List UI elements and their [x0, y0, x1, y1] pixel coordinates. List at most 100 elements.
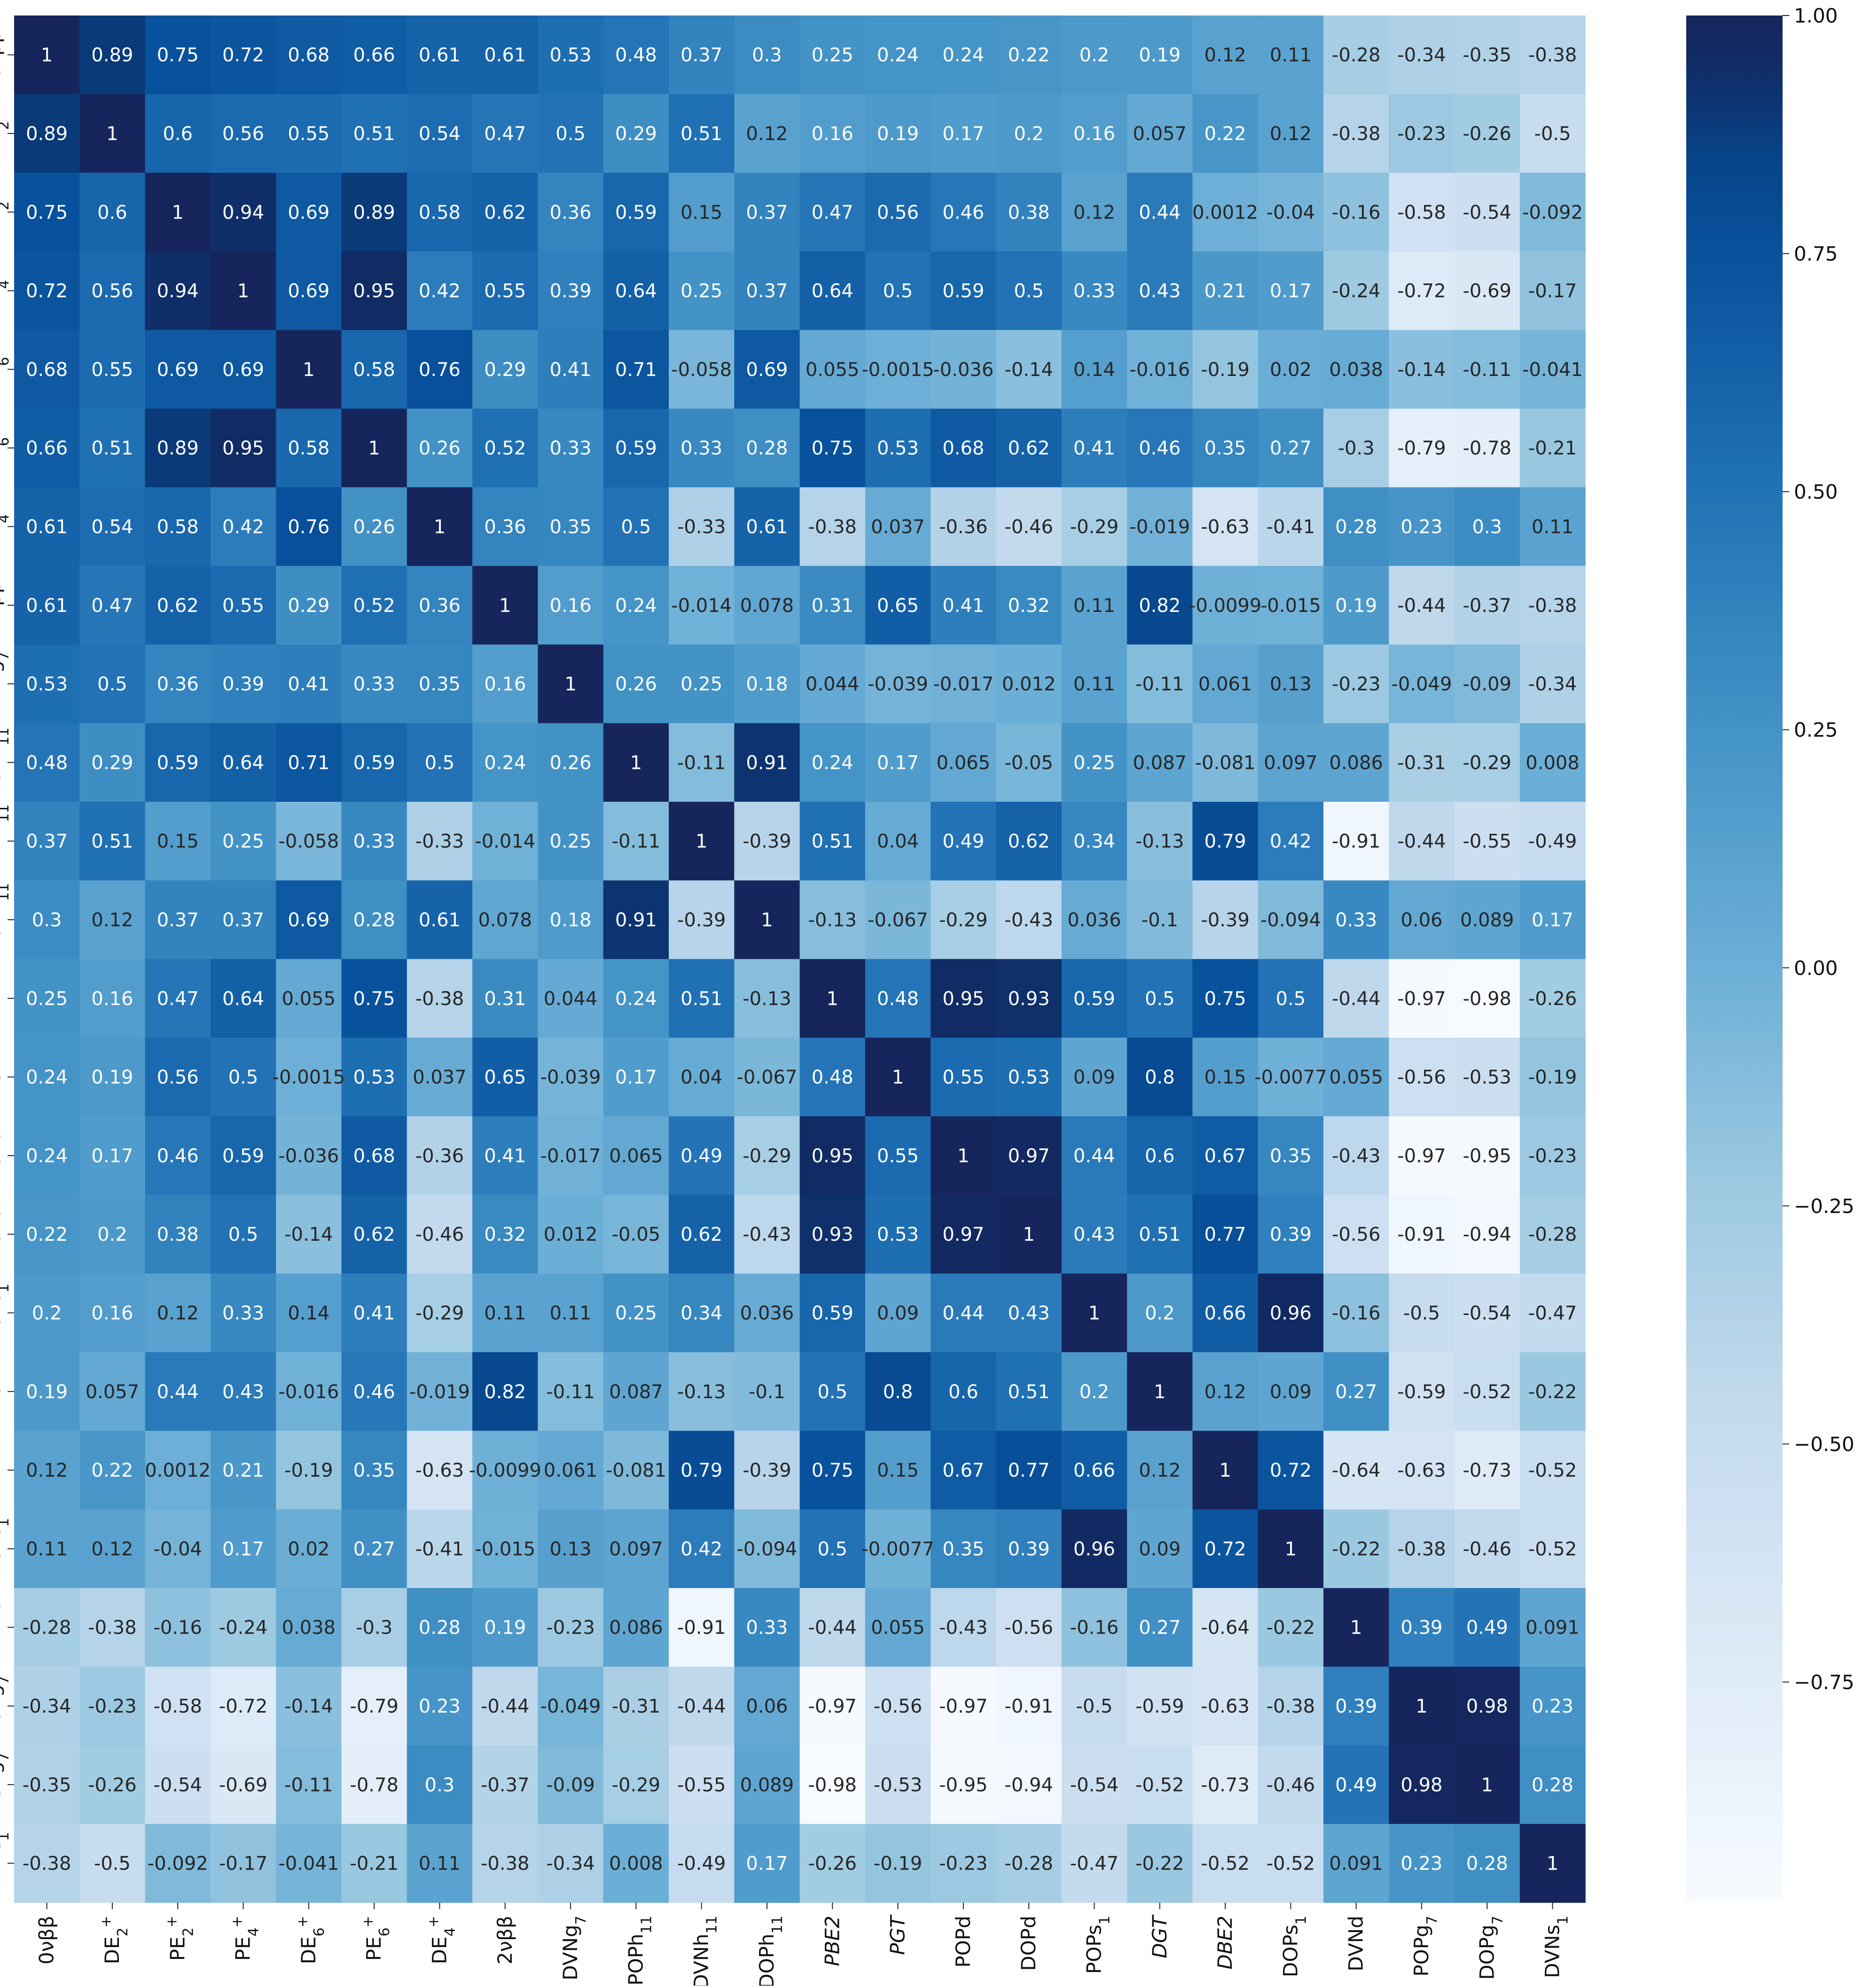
- heatmap-cell: [734, 723, 800, 802]
- heatmap-cell: [931, 16, 997, 94]
- heatmap-cell: [14, 94, 80, 173]
- y-tick-label: POPh11: [0, 728, 12, 798]
- heatmap-cell: [799, 1588, 866, 1667]
- heatmap-cell: [865, 644, 931, 724]
- cell-value-label: 0.15: [1205, 1067, 1246, 1088]
- cell-value-label: 0.037: [871, 516, 925, 538]
- heatmap-cell: [472, 172, 538, 252]
- heatmap-cell: [145, 1195, 211, 1274]
- heatmap-cell: [1258, 1037, 1324, 1117]
- heatmap-cell: [538, 644, 604, 724]
- heatmap-cell: [1454, 16, 1520, 94]
- cell-value-label: -0.016: [278, 1381, 339, 1403]
- heatmap-cell: [472, 330, 538, 409]
- heatmap-cell: [407, 1431, 473, 1510]
- heatmap-cell: [1127, 1667, 1193, 1746]
- heatmap-cell: [538, 802, 604, 881]
- cell-value-label: 0.39: [1400, 1617, 1442, 1639]
- heatmap-cell: [1258, 1116, 1324, 1196]
- heatmap-cell: [1192, 959, 1259, 1038]
- cell-value-label: 0.38: [157, 1224, 199, 1245]
- colorbar-tick-label: 0.75: [1794, 243, 1838, 266]
- heatmap-cell: [734, 566, 800, 645]
- heatmap-cell: [341, 644, 407, 724]
- cell-value-label: 0.39: [550, 281, 592, 302]
- cell-value-label: 0.51: [91, 438, 133, 459]
- y-tick-label: DOPg7: [0, 1753, 12, 1816]
- cell-value-label: 0.17: [615, 1067, 657, 1088]
- heatmap-cell: [1127, 644, 1193, 724]
- heatmap-cell: [1519, 408, 1586, 488]
- colorbar-tick-label: −0.25: [1794, 1195, 1854, 1218]
- heatmap-cell: [407, 1195, 473, 1274]
- cell-value-label: -0.44: [808, 1617, 857, 1639]
- cell-value-label: -0.16: [154, 1617, 203, 1639]
- heatmap-cell: [210, 1509, 276, 1589]
- heatmap-cell: [1061, 94, 1127, 173]
- y-tick-label: DE2+: [0, 109, 12, 157]
- cell-value-label: -0.23: [1397, 123, 1446, 145]
- heatmap-cell: [341, 1509, 407, 1589]
- cell-value-label: -0.38: [23, 1853, 71, 1875]
- heatmap-cell: [79, 1824, 146, 1903]
- heatmap-cell: [865, 802, 931, 881]
- heatmap-cell: [1519, 1195, 1586, 1274]
- heatmap-cell: [1127, 251, 1193, 330]
- heatmap-cell: [1323, 1037, 1389, 1117]
- heatmap-cell: [669, 94, 735, 173]
- heatmap-cell: [538, 487, 604, 566]
- cell-value-label: 1: [1416, 1696, 1427, 1717]
- cell-value-label: 0.13: [1270, 673, 1312, 695]
- heatmap-cell: [341, 1431, 407, 1510]
- cell-value-label: 0.64: [222, 752, 264, 774]
- cell-value-label: -0.1: [1142, 909, 1178, 931]
- cell-value-label: 0.53: [353, 1067, 395, 1088]
- cell-value-label: 0.19: [1139, 45, 1181, 66]
- cell-value-label: 0.35: [1270, 1145, 1312, 1167]
- cell-value-label: 0.69: [288, 202, 329, 223]
- cell-value-label: -0.28: [1528, 1224, 1577, 1245]
- heatmap-cell: [931, 644, 997, 724]
- cell-value-label: 0.43: [1008, 1302, 1050, 1324]
- heatmap-cell: [1258, 880, 1324, 960]
- heatmap-cell: [1454, 802, 1520, 881]
- heatmap-cell: [1127, 1588, 1193, 1667]
- cell-value-label: 0.52: [353, 595, 395, 617]
- cell-value-label: 0.09: [1270, 1381, 1312, 1403]
- heatmap-cell: [145, 1431, 211, 1510]
- heatmap-cell: [472, 1509, 538, 1589]
- cell-value-label: -0.0099: [1189, 595, 1261, 617]
- cell-value-label: 0.33: [353, 831, 395, 853]
- heatmap-cell: [669, 1431, 735, 1510]
- heatmap-cell: [210, 723, 276, 802]
- cell-value-label: -0.59: [1397, 1381, 1446, 1403]
- cell-value-label: -0.081: [1195, 752, 1256, 774]
- x-tick-label: DVNs1: [1541, 1916, 1572, 1978]
- heatmap-cell: [669, 408, 735, 488]
- cell-value-label: 0.6: [1145, 1145, 1175, 1167]
- heatmap-cell: [472, 1745, 538, 1824]
- heatmap-cell: [472, 487, 538, 566]
- cell-value-label: -0.29: [1463, 752, 1512, 774]
- heatmap-cell: [79, 408, 146, 488]
- heatmap-cell: [669, 1588, 735, 1667]
- cell-value-label: 0.008: [609, 1853, 663, 1875]
- heatmap-cell: [1258, 1195, 1324, 1274]
- heatmap-cell: [1192, 1037, 1259, 1117]
- cell-value-label: 0.41: [484, 1145, 526, 1167]
- cell-value-label: 0.5: [621, 516, 651, 538]
- heatmap-cell: [472, 1037, 538, 1117]
- cell-value-label: 0.087: [1133, 752, 1187, 774]
- cell-value-label: -0.91: [677, 1617, 726, 1639]
- heatmap-cell: [734, 1588, 800, 1667]
- cell-value-label: 0.3: [425, 1774, 455, 1796]
- cell-value-label: -0.63: [415, 1460, 464, 1481]
- cell-value-label: 0.12: [1205, 1381, 1246, 1403]
- heatmap-cell: [1389, 1273, 1455, 1353]
- heatmap-cell: [865, 1352, 931, 1431]
- heatmap-cell: [1519, 1431, 1586, 1510]
- cell-value-label: 0.91: [746, 752, 788, 774]
- heatmap-cell: [1323, 723, 1389, 802]
- heatmap-cell: [1061, 1195, 1127, 1274]
- cell-value-label: 0.39: [1270, 1224, 1312, 1245]
